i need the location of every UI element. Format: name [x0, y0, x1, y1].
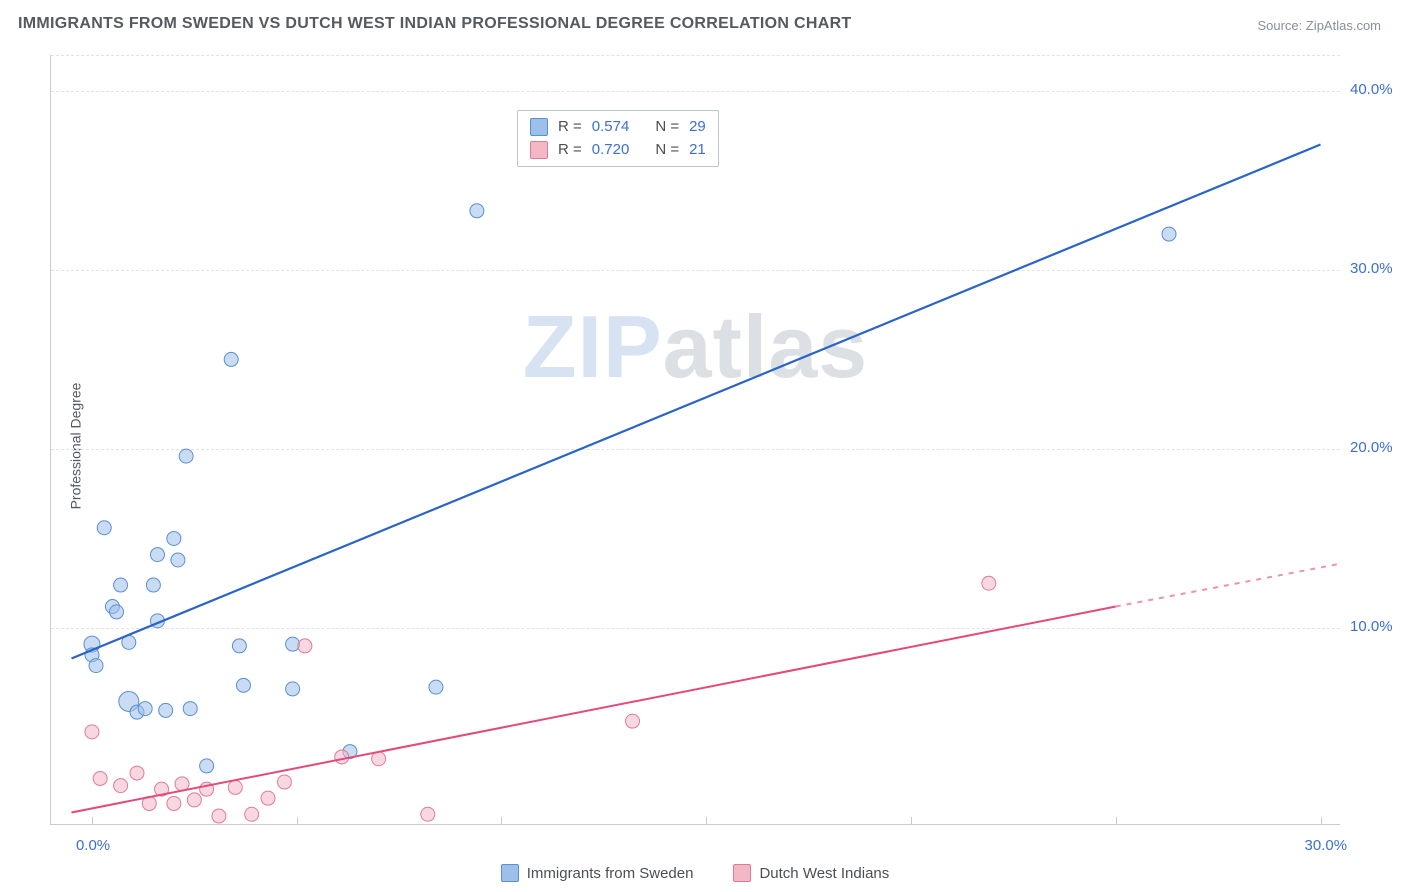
scatter-point-series1: [110, 605, 124, 619]
scatter-point-series2: [421, 807, 435, 821]
scatter-point-series2: [187, 793, 201, 807]
trendline-series1: [71, 145, 1320, 659]
source-label: Source: ZipAtlas.com: [1257, 18, 1381, 33]
scatter-point-series1: [97, 521, 111, 535]
plot-svg: [51, 55, 1340, 824]
scatter-point-series2: [626, 714, 640, 728]
y-tick-label: 40.0%: [1350, 81, 1393, 98]
scatter-point-series1: [89, 659, 103, 673]
chart-title: IMMIGRANTS FROM SWEDEN VS DUTCH WEST IND…: [18, 15, 852, 33]
y-tick-label: 30.0%: [1350, 260, 1393, 277]
scatter-point-series1: [286, 637, 300, 651]
scatter-point-series1: [470, 204, 484, 218]
stats-row-series1: R = 0.574 N = 29: [530, 116, 706, 139]
trendline-series2-extrapolated: [1116, 564, 1341, 607]
stats-row-series2: R = 0.720 N = 21: [530, 139, 706, 162]
scatter-point-series1: [429, 680, 443, 694]
n-label-2: N =: [655, 139, 679, 162]
scatter-point-series2: [130, 766, 144, 780]
y-tick-label: 10.0%: [1350, 618, 1393, 635]
swatch-series2: [530, 141, 548, 159]
scatter-point-series1: [183, 702, 197, 716]
n-label-1: N =: [655, 116, 679, 139]
scatter-point-series2: [85, 725, 99, 739]
scatter-point-series2: [114, 779, 128, 793]
n-value-2: 21: [689, 139, 706, 162]
legend-item-series2: Dutch West Indians: [733, 864, 889, 882]
scatter-point-series1: [236, 678, 250, 692]
x-tick-label: 0.0%: [76, 837, 110, 854]
stats-legend-box: R = 0.574 N = 29 R = 0.720 N = 21: [517, 110, 719, 167]
scatter-point-series1: [114, 578, 128, 592]
scatter-point-series2: [93, 771, 107, 785]
series-legend: Immigrants from Sweden Dutch West Indian…: [50, 864, 1340, 882]
scatter-point-series2: [212, 809, 226, 823]
x-tick-label: 30.0%: [1305, 837, 1348, 854]
scatter-point-series1: [167, 531, 181, 545]
scatter-point-series2: [245, 807, 259, 821]
r-value-2: 0.720: [592, 139, 630, 162]
scatter-point-series1: [286, 682, 300, 696]
scatter-point-series2: [277, 775, 291, 789]
scatter-point-series1: [200, 759, 214, 773]
legend-item-series1: Immigrants from Sweden: [501, 864, 694, 882]
scatter-point-series2: [298, 639, 312, 653]
scatter-point-series2: [982, 576, 996, 590]
chart-container: IMMIGRANTS FROM SWEDEN VS DUTCH WEST IND…: [0, 0, 1406, 892]
r-label-2: R =: [558, 139, 582, 162]
legend-swatch-series1: [501, 864, 519, 882]
scatter-point-series2: [167, 797, 181, 811]
scatter-point-series1: [171, 553, 185, 567]
scatter-point-series1: [150, 548, 164, 562]
r-value-1: 0.574: [592, 116, 630, 139]
swatch-series1: [530, 118, 548, 136]
scatter-point-series1: [159, 703, 173, 717]
y-tick-label: 20.0%: [1350, 439, 1393, 456]
legend-swatch-series2: [733, 864, 751, 882]
legend-label-series1: Immigrants from Sweden: [527, 865, 694, 882]
scatter-point-series1: [1162, 227, 1176, 241]
scatter-point-series1: [224, 352, 238, 366]
legend-label-series2: Dutch West Indians: [759, 865, 889, 882]
trendline-series2: [71, 607, 1115, 813]
plot-area: ZIPatlas R = 0.574 N = 29 R = 0.720 N = …: [50, 55, 1340, 825]
r-label-1: R =: [558, 116, 582, 139]
scatter-point-series2: [335, 750, 349, 764]
scatter-point-series1: [232, 639, 246, 653]
scatter-point-series1: [179, 449, 193, 463]
scatter-point-series1: [138, 702, 152, 716]
scatter-point-series2: [261, 791, 275, 805]
scatter-point-series2: [228, 780, 242, 794]
scatter-point-series1: [146, 578, 160, 592]
n-value-1: 29: [689, 116, 706, 139]
